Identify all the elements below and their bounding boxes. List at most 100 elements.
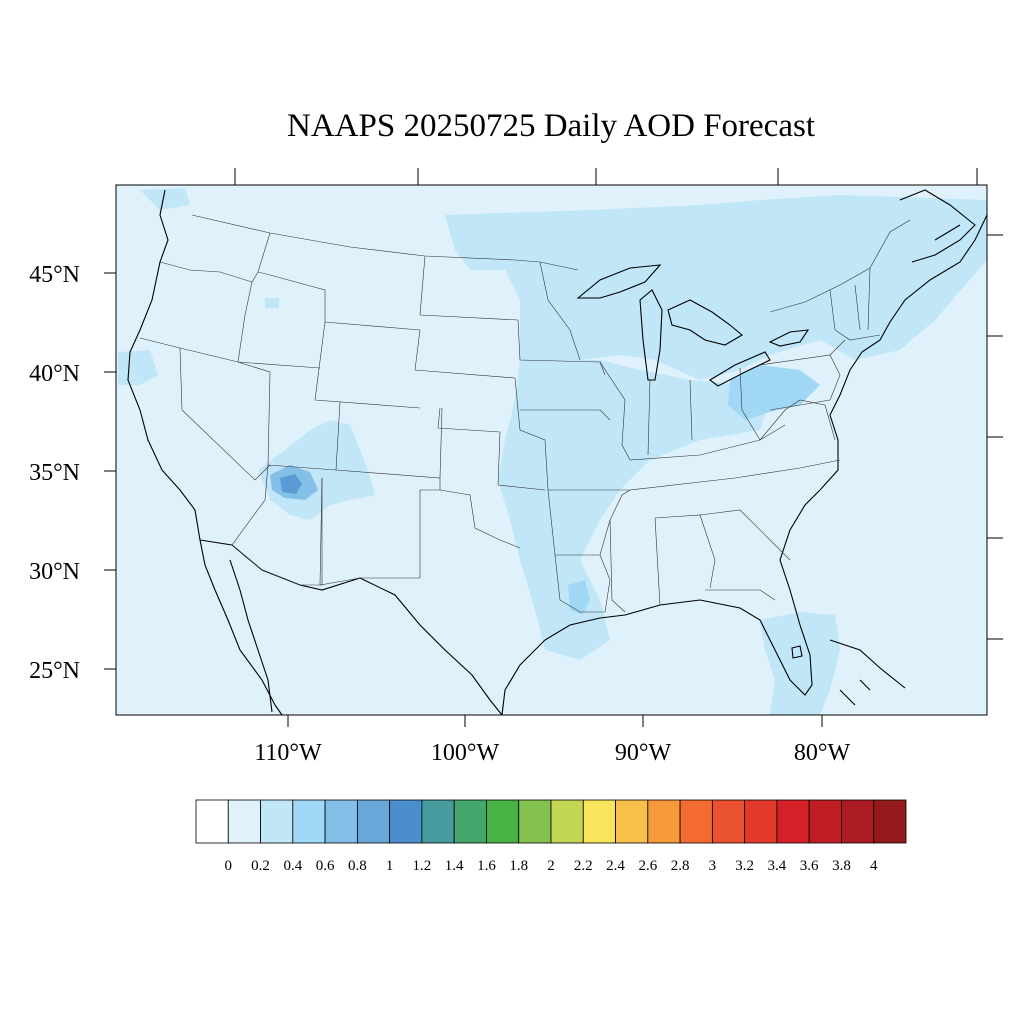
colorbar-swatch — [292, 799, 326, 844]
border-ia-mo — [520, 409, 611, 421]
border-co — [335, 401, 443, 479]
aod-plume-ohio-valley — [728, 365, 820, 420]
border-ks-mo-ok — [497, 377, 549, 491]
colorbar-swatch — [582, 799, 616, 844]
colorbar-label: 1.4 — [445, 858, 464, 874]
colorbar-label: 0 — [225, 858, 233, 874]
border-az-nm — [231, 464, 323, 586]
border-nv-ut-az — [179, 347, 271, 481]
lake-okeechobee — [791, 645, 803, 659]
coastline-baja — [229, 559, 273, 713]
border-idaho — [237, 232, 321, 369]
border-nd-sd — [419, 255, 519, 321]
border-ga-fl — [705, 589, 776, 601]
border-il-in-oh — [599, 361, 761, 461]
aod-plume-north-central — [445, 195, 987, 380]
coastlines — [127, 189, 988, 716]
colorbar-swatch — [453, 799, 487, 844]
colorbar-swatch — [647, 799, 681, 844]
border-sd-ne — [414, 329, 516, 379]
aod-plume-mississippi — [498, 360, 770, 660]
lon-label-80: 80°W — [794, 740, 851, 766]
colorbar-label: 3.4 — [768, 858, 787, 874]
coastline-maritimes — [899, 189, 976, 263]
border-ms-al — [609, 514, 716, 613]
colorbar-swatch — [260, 799, 294, 844]
state-boundaries — [139, 214, 911, 613]
border-pa-ny — [759, 339, 846, 411]
great-lakes — [576, 264, 810, 387]
border-la — [554, 554, 611, 613]
lon-labels: 110°W 100°W 90°W 80°W — [254, 740, 850, 766]
colorbar-label: 2.4 — [606, 858, 625, 874]
colorbar-label: 3 — [709, 858, 717, 874]
lat-label-30: 30°N — [29, 559, 80, 585]
colorbar — [195, 799, 907, 844]
lon-label-90: 90°W — [615, 740, 672, 766]
colorbar-swatch — [227, 799, 261, 844]
colorbar-label: 0.2 — [251, 858, 270, 874]
border-ne-ks — [437, 407, 501, 433]
aod-plume-florida — [760, 612, 840, 715]
colorbar-label: 0.4 — [283, 858, 302, 874]
colorbar-swatch — [195, 799, 229, 844]
border-ok-tx — [439, 489, 521, 549]
colorbar-swatch — [356, 799, 391, 844]
colorbar-label: 1 — [386, 858, 394, 874]
border-mn-wi — [539, 261, 581, 361]
colorbar-label: 0.8 — [348, 858, 367, 874]
border-tn-ky — [629, 424, 841, 491]
colorbar-label: 0.6 — [316, 858, 335, 874]
lon-label-110: 110°W — [254, 740, 322, 766]
colorbar-label: 4 — [870, 858, 878, 874]
lat-label-40: 40°N — [29, 361, 80, 387]
colorbar-label: 2.8 — [671, 858, 690, 874]
map-ticks — [104, 168, 1003, 727]
colorbar-swatch — [389, 799, 423, 844]
border-mt-wy — [257, 271, 421, 331]
aod-plume-gulf — [568, 580, 590, 615]
lat-labels: 45°N 40°N 35°N 30°N 25°N — [29, 262, 80, 684]
aod-plume-pacific-nw — [140, 188, 190, 210]
colorbar-swatch — [615, 799, 649, 844]
border-ut — [237, 361, 337, 471]
colorbar-swatch — [324, 799, 358, 844]
coastline-caribbean — [829, 639, 906, 706]
colorbar-label: 3.8 — [832, 858, 851, 874]
colorbar-label: 2.2 — [574, 858, 593, 874]
colorbar-label: 1.2 — [413, 858, 432, 874]
colorbar-label: 1.8 — [509, 858, 528, 874]
colorbar-labels: 0 0.2 0.4 0.6 0.8 1 1.2 1.4 1.6 1.8 2 2.2 2.4 2.6 2.8 3… — [225, 858, 878, 874]
lat-label-45: 45°N — [29, 262, 80, 288]
colorbar-label: 3.2 — [735, 858, 754, 874]
colorbar-label: 3.6 — [800, 858, 819, 874]
lon-label-100: 100°W — [431, 740, 500, 766]
colorbar-label: 1.6 — [477, 858, 496, 874]
aod-plume-idaho — [265, 298, 279, 308]
border-mn-ia — [517, 319, 606, 376]
border-wy — [314, 321, 421, 409]
colorbar-swatch — [421, 799, 455, 844]
colorbar-swatch — [873, 799, 907, 844]
colorbar-swatch — [679, 799, 713, 844]
colorbar-swatch — [841, 799, 875, 844]
border-wv-va — [759, 399, 836, 441]
colorbar-swatch — [808, 799, 842, 844]
aod-plumes — [118, 188, 987, 715]
border-new-england — [829, 267, 881, 341]
colorbar-swatch — [518, 799, 552, 844]
map-frame — [115, 184, 988, 716]
border-ga-sc — [699, 509, 791, 561]
colorbar-label: 2.6 — [638, 858, 657, 874]
border-wa-or — [159, 261, 253, 283]
lat-label-35: 35°N — [29, 460, 80, 486]
colorbar-swatch — [550, 799, 584, 844]
colorbar-swatch — [776, 799, 810, 844]
colorbar-swatch — [486, 799, 520, 844]
aod-plume-arizona-core — [280, 474, 302, 494]
lat-label-25: 25°N — [29, 658, 80, 684]
colorbar-swatch — [711, 799, 746, 844]
colorbar-label: 2 — [547, 858, 555, 874]
map-title: NAAPS 20250725 Daily AOD Forecast — [287, 108, 815, 144]
